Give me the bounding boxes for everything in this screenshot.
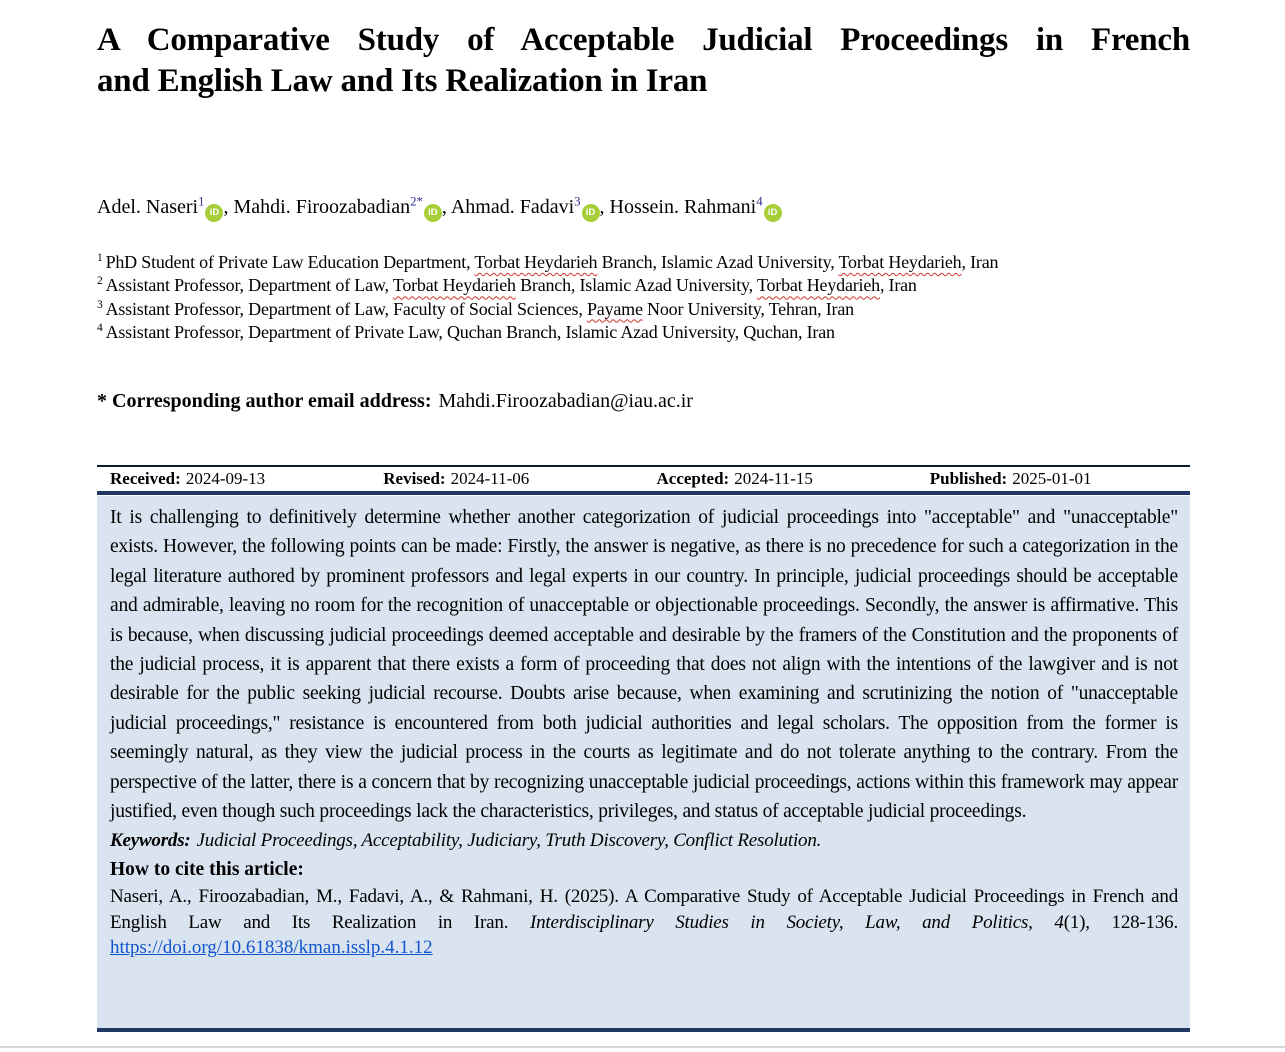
affiliation-line: 1 PhD Student of Private Law Education De… — [97, 251, 1190, 274]
affiliation-text: Assistant Professor, Department of Law, … — [105, 298, 587, 319]
date-value: 2024-11-15 — [734, 469, 813, 488]
affiliations-list: 1 PhD Student of Private Law Education De… — [97, 251, 1190, 344]
corresponding-author-label: * Corresponding author email address: — [97, 390, 432, 412]
abstract-box: It is challenging to definitively determ… — [97, 496, 1190, 1032]
date-label: Published: — [929, 469, 1008, 488]
author-name: Ahmad. Fadavi3iD — [451, 194, 600, 222]
citation-fragment: Naseri, A., Firoozabadian, M., Fadavi, A… — [110, 886, 1178, 933]
date-cell: Received: 2024-09-13 — [97, 469, 370, 489]
author-name: Mahdi. Firoozabadian2*iD — [233, 194, 442, 222]
keywords-line: Keywords: Judicial Proceedings, Acceptabi… — [110, 826, 1178, 855]
date-label: Received: — [110, 469, 181, 488]
author-affiliation-sup: 4 — [756, 194, 763, 209]
affiliation-line: 4 Assistant Professor, Department of Priv… — [97, 321, 1190, 344]
authors-line: Adel. Naseri1iD, Mahdi. Firoozabadian2*i… — [97, 194, 1190, 222]
date-label: Revised: — [383, 469, 446, 488]
affiliation-sup: 3 — [97, 298, 103, 311]
orcid-icon[interactable]: iD — [423, 203, 442, 222]
affiliation-sup: 4 — [97, 321, 103, 334]
affiliation-line: 2 Assistant Professor, Department of Law,… — [97, 274, 1190, 297]
author-affiliation-sup: 2* — [410, 194, 423, 209]
abstract-text: It is challenging to definitively determ… — [110, 507, 1178, 823]
affiliation-text: , Iran — [879, 275, 917, 296]
affiliation-line: 3 Assistant Professor, Department of Law,… — [97, 298, 1190, 321]
citation-fragment: (1), 128-136. — [1063, 911, 1178, 933]
author-affiliation-sup: 3 — [574, 194, 581, 209]
orcid-icon[interactable]: iD — [763, 203, 782, 222]
date-label: Accepted: — [656, 469, 730, 488]
date-value: 2024-11-06 — [450, 469, 530, 488]
corresponding-author-email: Mahdi.Firoozabadian@iau.ac.ir — [438, 390, 693, 412]
page-title-line: and English Law and Its Realization in I… — [97, 63, 708, 99]
citation-fragment: Interdisciplinary Studies in Society, La… — [529, 911, 1064, 933]
date-cell: Published: 2025-01-01 — [917, 469, 1190, 489]
doi-link[interactable]: https://doi.org/10.61838/kman.isslp.4.1.… — [110, 937, 433, 959]
page-separator-line — [0, 1046, 1285, 1048]
affiliation-sup: 1 — [97, 252, 103, 264]
affiliation-text: Branch, Islamic Azad University, — [597, 252, 839, 272]
author-name: Hossein. Rahmani4iD — [610, 194, 782, 222]
date-cell: Accepted: 2024-11-15 — [644, 469, 917, 489]
date-value: 2025-01-01 — [1012, 469, 1092, 488]
corresponding-author-line: * Corresponding author email address: Mah… — [97, 390, 1190, 413]
keywords-text: Judicial Proceedings, Acceptability, Jud… — [196, 830, 822, 852]
affiliation-text: Branch, Islamic Azad University, — [515, 275, 757, 296]
author-name: Adel. Naseri1iD — [97, 194, 224, 222]
keywords-label: Keywords: — [110, 830, 191, 852]
affiliation-text: Torbat Heydarieh — [756, 275, 880, 296]
page-title: A Comparative Study of Acceptable Judici… — [97, 20, 1190, 102]
affiliation-text: Torbat Heydarieh — [838, 252, 962, 272]
author-affiliation-sup: 1 — [198, 194, 205, 209]
affiliation-text: Assistant Professor, Department of Law, — [105, 275, 393, 296]
affiliation-text: Assistant Professor, Department of Priva… — [105, 321, 835, 342]
affiliation-text: Torbat Heydarieh — [392, 275, 516, 296]
affiliation-text: Torbat Heydarieh — [474, 252, 598, 272]
affiliation-text: Noor University, Tehran, Iran — [642, 298, 854, 319]
affiliation-sup: 2 — [97, 275, 103, 288]
page-title-line: A Comparative Study of Acceptable Judici… — [97, 22, 1190, 58]
dates-row: Received: 2024-09-13 Revised: 2024-11-06 Acc… — [97, 465, 1190, 495]
orcid-icon[interactable]: iD — [581, 203, 600, 222]
affiliation-text: , Iran — [961, 252, 999, 272]
affiliation-text: PhD Student of Private Law Education Dep… — [105, 252, 475, 272]
date-cell: Revised: 2024-11-06 — [370, 469, 643, 489]
affiliation-text: Payame — [586, 298, 643, 319]
how-to-cite-heading: How to cite this article: — [110, 859, 304, 881]
orcid-icon[interactable]: iD — [205, 203, 224, 222]
date-value: 2024-09-13 — [185, 469, 266, 488]
citation-text: Naseri, A., Firoozabadian, M., Fadavi, A… — [110, 884, 1178, 935]
